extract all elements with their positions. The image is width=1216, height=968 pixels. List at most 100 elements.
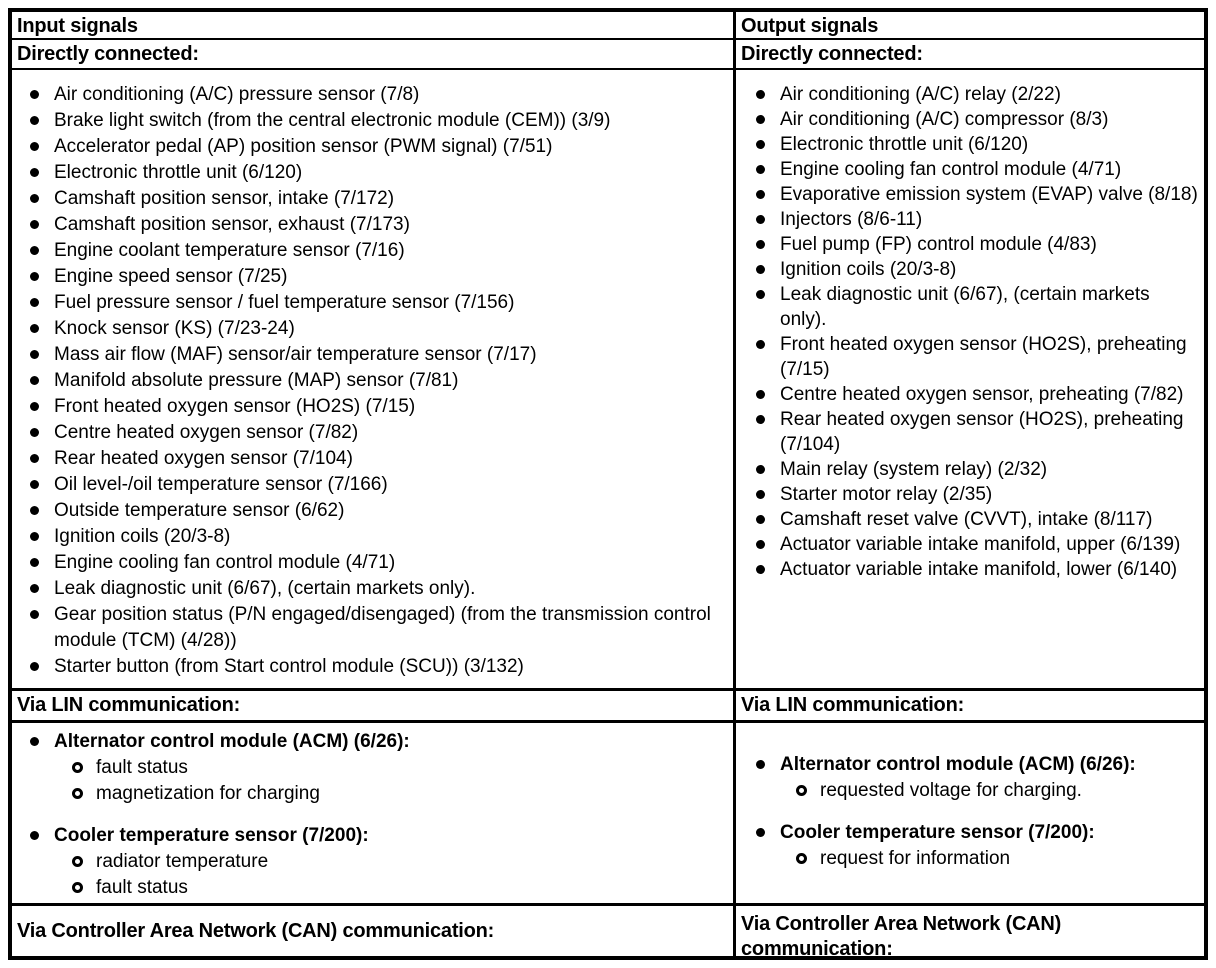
filled-bullet-icon <box>756 207 780 224</box>
list-item: Engine cooling fan control module (4/71) <box>736 157 1198 182</box>
list-item-text: Centre heated oxygen sensor (7/82) <box>54 422 359 443</box>
filled-bullet-icon <box>30 264 54 281</box>
filled-bullet-icon <box>30 82 54 99</box>
filled-bullet-icon <box>30 108 54 125</box>
output-lin-cell: Alternator control module (ACM) (6/26): r… <box>736 723 1204 906</box>
list-item: Rear heated oxygen sensor (7/104) <box>12 446 727 472</box>
list-item-text: Cooler temperature sensor (7/200): <box>54 825 369 846</box>
list-item-text: Cooler temperature sensor (7/200): <box>780 822 1095 843</box>
list-item: Accelerator pedal (AP) position sensor (… <box>12 134 727 160</box>
list-item: Air conditioning (A/C) pressure sensor (… <box>12 82 727 108</box>
list-item: Camshaft position sensor, intake (7/172) <box>12 186 727 212</box>
list-item-text: Gear position status (P/N engaged/diseng… <box>54 604 711 651</box>
list-item: Electronic throttle unit (6/120) <box>736 132 1198 157</box>
list-item: Starter button (from Start control modul… <box>12 654 727 680</box>
list-item: Outside temperature sensor (6/62) <box>12 498 727 524</box>
list-item-text: Main relay (system relay) (2/32) <box>780 459 1048 480</box>
list-item-text: Oil level-/oil temperature sensor (7/166… <box>54 474 388 495</box>
list-item-text: Engine cooling fan control module (4/71) <box>780 159 1122 180</box>
list-item: Leak diagnostic unit (6/67), (certain ma… <box>12 576 727 602</box>
list-item-text: Air conditioning (A/C) compressor (8/3) <box>780 109 1109 130</box>
list-item-text: Rear heated oxygen sensor (7/104) <box>54 448 353 469</box>
list-item: Centre heated oxygen sensor, preheating … <box>736 382 1198 407</box>
list-item: Fuel pump (FP) control module (4/83) <box>736 232 1198 257</box>
list-item: Camshaft position sensor, exhaust (7/173… <box>12 212 727 238</box>
filled-bullet-icon <box>756 507 780 524</box>
list-item-text: Centre heated oxygen sensor, preheating … <box>780 384 1184 405</box>
input-lin-cell: Alternator control module (ACM) (6/26): f… <box>12 723 736 906</box>
list-item-text: Engine cooling fan control module (4/71) <box>54 552 396 573</box>
list-item: Main relay (system relay) (2/32) <box>736 457 1198 482</box>
list-item-text: Engine speed sensor (7/25) <box>54 266 288 287</box>
list-item-text: Starter button (from Start control modul… <box>54 656 524 677</box>
input-can-label: Via Controller Area Network (CAN) commun… <box>12 906 736 956</box>
filled-bullet-icon <box>30 134 54 151</box>
sub-list-item: fault status <box>12 755 729 781</box>
sub-list-item: radiator temperature <box>12 849 729 875</box>
list-item-text: Front heated oxygen sensor (HO2S) (7/15) <box>54 396 416 417</box>
filled-bullet-icon <box>30 316 54 333</box>
filled-bullet-icon <box>756 182 780 199</box>
list-item-text: Outside temperature sensor (6/62) <box>54 500 345 521</box>
output-directly-connected-cell: Air conditioning (A/C) relay (2/22) Air c… <box>736 70 1204 691</box>
filled-bullet-icon <box>756 532 780 549</box>
filled-bullet-icon <box>30 186 54 203</box>
filled-bullet-icon <box>30 368 54 385</box>
filled-bullet-icon <box>756 132 780 149</box>
list-item: Knock sensor (KS) (7/23-24) <box>12 316 727 342</box>
list-item-text: magnetization for charging <box>96 783 320 804</box>
filled-bullet-icon <box>30 160 54 177</box>
list-item: Camshaft reset valve (CVVT), intake (8/1… <box>736 507 1198 532</box>
list-item-text: Leak diagnostic unit (6/67), (certain ma… <box>54 578 476 599</box>
filled-bullet-icon <box>30 472 54 489</box>
list-item: Mass air flow (MAF) sensor/air temperatu… <box>12 342 727 368</box>
list-item: Alternator control module (ACM) (6/26): <box>736 752 1200 778</box>
list-item: Engine coolant temperature sensor (7/16) <box>12 238 727 264</box>
input-signal-list: Air conditioning (A/C) pressure sensor (… <box>12 82 727 680</box>
list-item: Evaporative emission system (EVAP) valve… <box>736 182 1198 207</box>
input-directly-connected-label: Directly connected: <box>12 40 736 70</box>
list-item-text: request for information <box>820 848 1011 869</box>
list-item-text: Leak diagnostic unit (6/67), (certain ma… <box>780 284 1150 330</box>
filled-bullet-icon <box>756 457 780 474</box>
output-directly-connected-label: Directly connected: <box>736 40 1204 70</box>
filled-bullet-icon <box>30 654 54 671</box>
list-item: Alternator control module (ACM) (6/26): <box>12 729 729 755</box>
open-circle-bullet-icon <box>796 778 820 796</box>
list-item-text: Ignition coils (20/3-8) <box>780 259 957 280</box>
list-item: Centre heated oxygen sensor (7/82) <box>12 420 727 446</box>
list-item: Cooler temperature sensor (7/200): <box>736 820 1200 846</box>
list-item-text: fault status <box>96 877 188 898</box>
list-item-text: Rear heated oxygen sensor (HO2S), prehea… <box>780 409 1184 455</box>
list-item-text: Brake light switch (from the central ele… <box>54 110 611 131</box>
filled-bullet-icon <box>30 342 54 359</box>
list-item-text: Alternator control module (ACM) (6/26): <box>780 754 1136 775</box>
filled-bullet-icon <box>756 82 780 99</box>
list-item-text: Starter motor relay (2/35) <box>780 484 993 505</box>
list-item: Rear heated oxygen sensor (HO2S), prehea… <box>736 407 1198 457</box>
open-circle-bullet-icon <box>72 875 96 893</box>
list-item-text: Accelerator pedal (AP) position sensor (… <box>54 136 553 157</box>
filled-bullet-icon <box>30 823 54 840</box>
list-item-text: Mass air flow (MAF) sensor/air temperatu… <box>54 344 537 365</box>
output-can-label: Via Controller Area Network (CAN) commun… <box>736 906 1204 956</box>
filled-bullet-icon <box>30 238 54 255</box>
filled-bullet-icon <box>756 257 780 274</box>
list-item: Injectors (8/6-11) <box>736 207 1198 232</box>
list-item-text: Alternator control module (ACM) (6/26): <box>54 731 410 752</box>
list-item-text: Evaporative emission system (EVAP) valve… <box>780 184 1198 205</box>
filled-bullet-icon <box>30 524 54 541</box>
list-item-text: radiator temperature <box>96 851 269 872</box>
output-lin-label: Via LIN communication: <box>736 691 1204 723</box>
list-item-text: Electronic throttle unit (6/120) <box>54 162 303 183</box>
list-item: Front heated oxygen sensor (HO2S) (7/15) <box>12 394 727 420</box>
list-item: Engine cooling fan control module (4/71) <box>12 550 727 576</box>
list-item-text: Camshaft position sensor, intake (7/172) <box>54 188 395 209</box>
list-item-text: fault status <box>96 757 188 778</box>
list-item: Fuel pressure sensor / fuel temperature … <box>12 290 727 316</box>
open-circle-bullet-icon <box>72 849 96 867</box>
lin-group: Alternator control module (ACM) (6/26): r… <box>736 752 1200 804</box>
list-item: Oil level-/oil temperature sensor (7/166… <box>12 472 727 498</box>
list-item-text: Engine coolant temperature sensor (7/16) <box>54 240 405 261</box>
